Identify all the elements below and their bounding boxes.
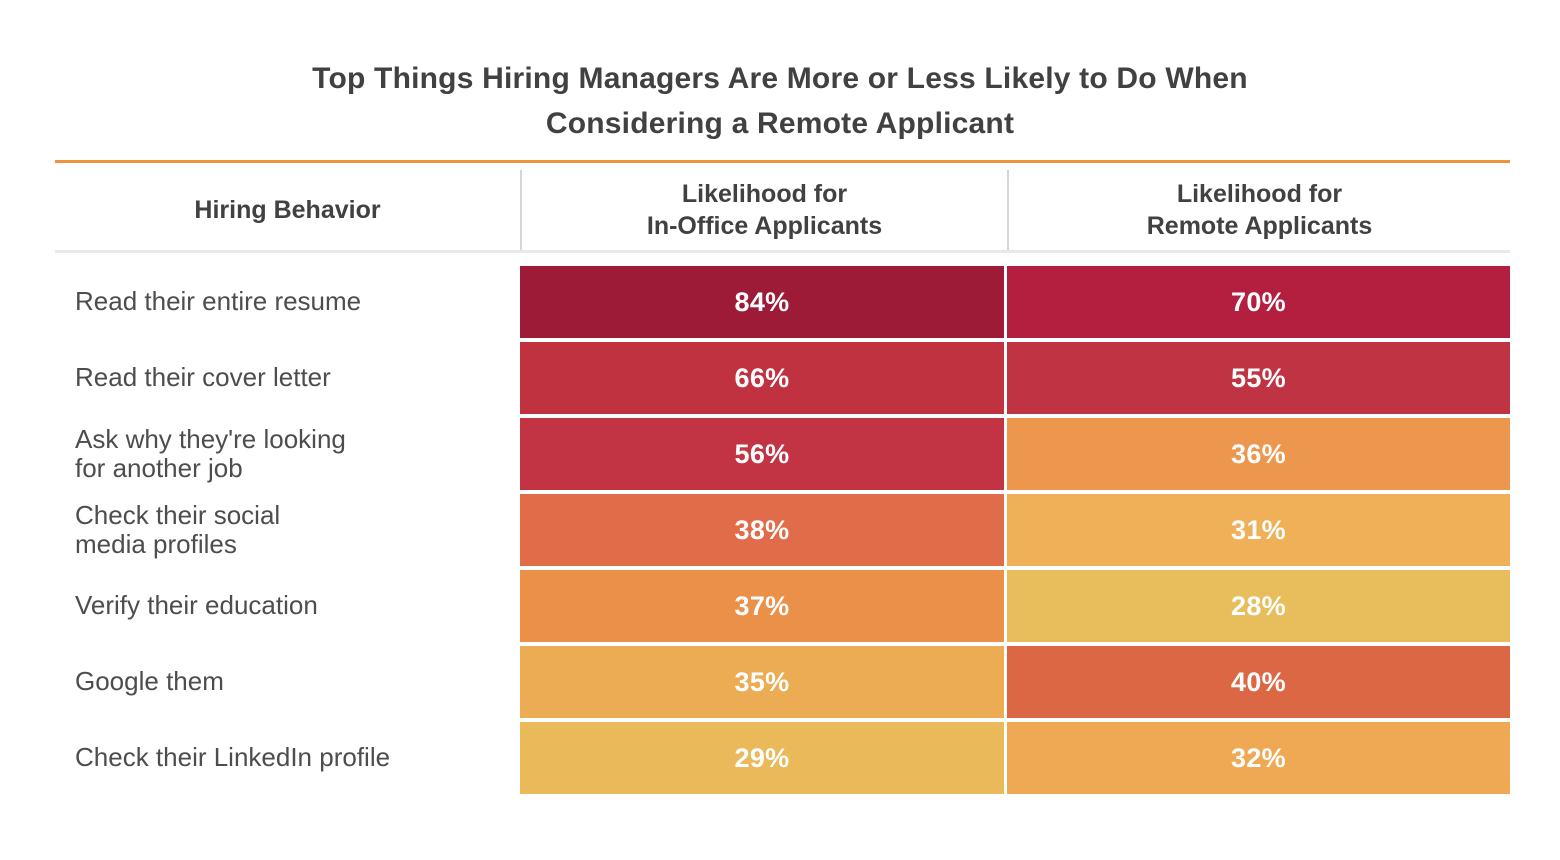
table-row: Read their cover letter 66% 55% [55,342,1510,414]
table-row: Verify their education 37% 28% [55,570,1510,642]
row-label: Ask why they're looking for another job [75,423,346,483]
remote-value-cell: 31% [1007,494,1510,566]
row-label: Check their social media profiles [75,499,281,559]
in-office-value-cell: 29% [520,722,1007,794]
table-body: Read their entire resume 84% 70% Read th… [55,266,1510,794]
row-label: Read their entire resume [75,286,362,317]
in-office-value-cell: 35% [520,646,1007,718]
remote-value-cell: 36% [1007,418,1510,490]
column-header-remote: Likelihood for Remote Applicants [1007,170,1510,250]
in-office-value-cell: 66% [520,342,1007,414]
column-header-in-office: Likelihood for In-Office Applicants [520,170,1007,250]
row-label: Google them [75,666,224,697]
table-header-row: Hiring Behavior Likelihood for In-Office… [55,170,1510,250]
in-office-value-cell: 38% [520,494,1007,566]
in-office-value-cell: 37% [520,570,1007,642]
row-label: Verify their education [75,590,318,621]
in-office-value-cell: 56% [520,418,1007,490]
column-header-behavior: Hiring Behavior [194,195,381,224]
table-row: Check their social media profiles 38% 31… [55,494,1510,566]
table-row: Google them 35% 40% [55,646,1510,718]
table-row: Read their entire resume 84% 70% [55,266,1510,338]
remote-value-cell: 40% [1007,646,1510,718]
remote-value-cell: 70% [1007,266,1510,338]
in-office-value-cell: 84% [520,266,1007,338]
table-row: Check their LinkedIn profile 29% 32% [55,722,1510,794]
header-underline [55,250,1510,253]
orange-divider [55,160,1510,163]
remote-value-cell: 32% [1007,722,1510,794]
table-row: Ask why they're looking for another job … [55,418,1510,490]
row-label: Read their cover letter [75,362,331,393]
likelihood-table: Hiring Behavior Likelihood for In-Office… [55,170,1510,798]
remote-value-cell: 55% [1007,342,1510,414]
page-title: Top Things Hiring Managers Are More or L… [312,62,1248,140]
remote-value-cell: 28% [1007,570,1510,642]
row-label: Check their LinkedIn profile [75,742,391,773]
